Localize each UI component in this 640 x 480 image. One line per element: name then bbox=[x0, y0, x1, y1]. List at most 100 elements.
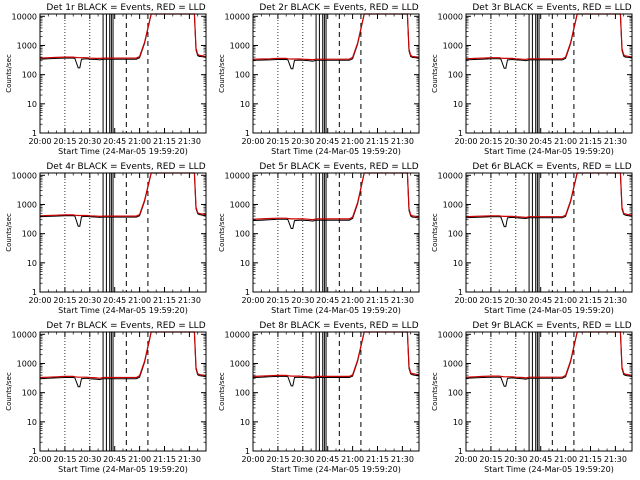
x-tick-label: 20:15 bbox=[266, 455, 289, 464]
panel-title: Det 1r BLACK = Events, RED = LLD bbox=[46, 3, 205, 13]
y-tick-label: 1000 bbox=[443, 200, 463, 209]
y-tick-label: 10 bbox=[27, 100, 37, 109]
plot-frame bbox=[252, 331, 420, 452]
y-tick-label: 1000 bbox=[230, 41, 250, 50]
y-tick-label: 10 bbox=[240, 259, 250, 268]
y-tick-label: 10000 bbox=[438, 12, 463, 21]
x-axis-label: Start Time (24-Mar-05 19:59:20) bbox=[484, 147, 614, 156]
y-axis-label: Counts/sec bbox=[5, 213, 13, 252]
x-tick-label: 20:15 bbox=[479, 296, 502, 305]
x-tick-label: 21:00 bbox=[554, 137, 577, 146]
x-tick-label: 21:00 bbox=[128, 296, 151, 305]
y-axis-label: Counts/sec bbox=[5, 372, 13, 411]
x-tick-label: 20:15 bbox=[479, 137, 502, 146]
x-tick-label: 20:00 bbox=[28, 455, 51, 464]
x-tick-label: 20:00 bbox=[28, 296, 51, 305]
x-tick-label: 21:30 bbox=[604, 296, 627, 305]
y-tick-label: 10 bbox=[240, 100, 250, 109]
detector-panel-9: Det 9r BLACK = Events, RED = LLD Counts/s… bbox=[431, 321, 633, 474]
y-tick-label: 10 bbox=[453, 100, 463, 109]
y-tick-label: 1 bbox=[458, 288, 463, 297]
x-tick-label: 20:30 bbox=[291, 455, 314, 464]
x-tick-label: 21:30 bbox=[178, 137, 201, 146]
y-tick-label: 1 bbox=[32, 447, 37, 456]
x-tick-label: 20:45 bbox=[316, 296, 339, 305]
x-tick-label: 20:30 bbox=[504, 455, 527, 464]
x-tick-label: 20:45 bbox=[529, 296, 552, 305]
y-tick-label: 10 bbox=[27, 259, 37, 268]
x-tick-label: 20:30 bbox=[78, 455, 101, 464]
x-tick-label: 20:00 bbox=[454, 137, 477, 146]
x-tick-label: 20:30 bbox=[78, 296, 101, 305]
y-tick-label: 1000 bbox=[230, 359, 250, 368]
x-tick-label: 21:00 bbox=[554, 296, 577, 305]
y-axis-label: Counts/sec bbox=[218, 372, 226, 411]
x-tick-label: 21:15 bbox=[366, 455, 389, 464]
y-tick-label: 10000 bbox=[12, 12, 37, 21]
detector-panel-3: Det 3r BLACK = Events, RED = LLD Counts/s… bbox=[431, 3, 633, 156]
plot-frame bbox=[39, 13, 207, 134]
x-tick-label: 20:15 bbox=[53, 137, 76, 146]
x-tick-label: 21:00 bbox=[554, 455, 577, 464]
plot-frame bbox=[465, 172, 633, 293]
x-tick-label: 20:45 bbox=[103, 296, 126, 305]
x-tick-label: 20:15 bbox=[479, 455, 502, 464]
y-tick-label: 10000 bbox=[225, 330, 250, 339]
y-tick-label: 1 bbox=[245, 288, 250, 297]
plot-frame bbox=[252, 172, 420, 293]
x-tick-label: 20:30 bbox=[504, 296, 527, 305]
x-tick-label: 21:30 bbox=[178, 296, 201, 305]
y-tick-label: 10 bbox=[240, 418, 250, 427]
y-tick-label: 100 bbox=[22, 389, 37, 398]
y-tick-label: 1000 bbox=[17, 41, 37, 50]
plot-frame bbox=[465, 13, 633, 134]
detector-panel-6: Det 6r BLACK = Events, RED = LLD Counts/s… bbox=[431, 162, 633, 315]
x-tick-label: 21:15 bbox=[579, 296, 602, 305]
x-tick-label: 21:00 bbox=[341, 137, 364, 146]
y-axis-label: Counts/sec bbox=[218, 54, 226, 93]
x-tick-label: 20:00 bbox=[241, 137, 264, 146]
x-axis-label: Start Time (24-Mar-05 19:59:20) bbox=[58, 306, 188, 315]
x-tick-label: 21:15 bbox=[579, 137, 602, 146]
panel-title: Det 9r BLACK = Events, RED = LLD bbox=[472, 321, 631, 331]
detector-panel-7: Det 7r BLACK = Events, RED = LLD Counts/s… bbox=[5, 321, 207, 474]
y-tick-label: 100 bbox=[448, 230, 463, 239]
x-tick-label: 20:00 bbox=[241, 296, 264, 305]
y-tick-label: 100 bbox=[448, 71, 463, 80]
x-tick-label: 21:30 bbox=[178, 455, 201, 464]
x-tick-label: 20:15 bbox=[266, 137, 289, 146]
x-tick-label: 21:15 bbox=[153, 296, 176, 305]
y-tick-label: 100 bbox=[235, 230, 250, 239]
y-axis-label: Counts/sec bbox=[218, 213, 226, 252]
x-tick-label: 20:00 bbox=[454, 455, 477, 464]
plot-frame bbox=[39, 172, 207, 293]
x-tick-label: 20:15 bbox=[53, 296, 76, 305]
x-tick-label: 21:30 bbox=[391, 137, 414, 146]
y-tick-label: 10000 bbox=[225, 171, 250, 180]
y-tick-label: 10000 bbox=[438, 330, 463, 339]
x-tick-label: 20:45 bbox=[316, 455, 339, 464]
x-tick-label: 21:15 bbox=[579, 455, 602, 464]
x-tick-label: 21:00 bbox=[128, 137, 151, 146]
y-tick-label: 100 bbox=[448, 389, 463, 398]
detector-panel-8: Det 8r BLACK = Events, RED = LLD Counts/s… bbox=[218, 321, 420, 474]
x-tick-label: 20:45 bbox=[529, 137, 552, 146]
y-tick-label: 1 bbox=[458, 129, 463, 138]
panel-title: Det 3r BLACK = Events, RED = LLD bbox=[472, 3, 631, 13]
x-tick-label: 20:30 bbox=[78, 137, 101, 146]
y-tick-label: 10 bbox=[453, 418, 463, 427]
detector-panel-5: Det 5r BLACK = Events, RED = LLD Counts/s… bbox=[218, 162, 420, 315]
x-tick-label: 20:15 bbox=[266, 296, 289, 305]
panel-title: Det 8r BLACK = Events, RED = LLD bbox=[259, 321, 418, 331]
y-axis-label: Counts/sec bbox=[431, 372, 439, 411]
y-tick-label: 10000 bbox=[12, 171, 37, 180]
plot-frame bbox=[465, 331, 633, 452]
x-tick-label: 20:30 bbox=[291, 137, 314, 146]
y-tick-label: 10000 bbox=[225, 12, 250, 21]
detector-panel-1: Det 1r BLACK = Events, RED = LLD Counts/s… bbox=[5, 3, 207, 156]
x-tick-label: 20:45 bbox=[316, 137, 339, 146]
x-tick-label: 21:15 bbox=[153, 455, 176, 464]
y-tick-label: 10000 bbox=[12, 330, 37, 339]
x-axis-label: Start Time (24-Mar-05 19:59:20) bbox=[271, 147, 401, 156]
y-tick-label: 10 bbox=[453, 259, 463, 268]
